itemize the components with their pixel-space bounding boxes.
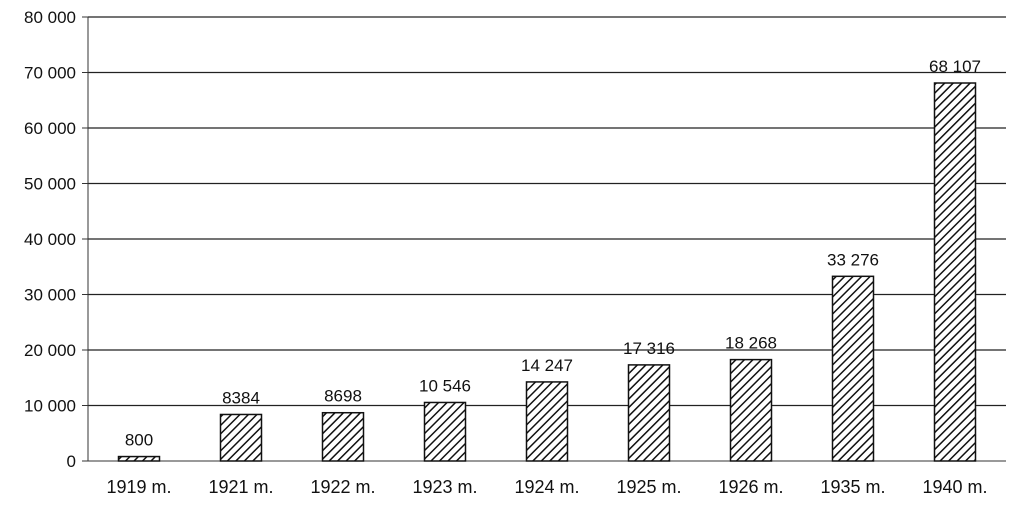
data-label: 18 268 — [725, 334, 777, 353]
bar — [933, 82, 977, 462]
data-label: 10 546 — [419, 376, 471, 395]
bar — [525, 381, 569, 462]
y-tick-label: 60 000 — [24, 119, 76, 138]
data-label: 14 247 — [521, 356, 573, 375]
x-tick-label: 1924 m. — [514, 477, 579, 497]
bar — [729, 358, 773, 462]
data-label: 8698 — [324, 387, 362, 406]
bar — [627, 364, 671, 462]
data-label: 800 — [125, 431, 153, 450]
labels: 0 10 000 20 000 30 000 40 000 50 000 60 000 70 … — [24, 8, 988, 497]
x-tick-label: 1923 m. — [412, 477, 477, 497]
y-tick-label: 10 000 — [24, 397, 76, 416]
y-tick-label: 50 000 — [24, 175, 76, 194]
x-tick-label: 1922 m. — [310, 477, 375, 497]
bar — [831, 275, 875, 462]
bar — [117, 455, 161, 462]
x-tick-label: 1926 m. — [718, 477, 783, 497]
data-label: 8384 — [222, 388, 260, 407]
bars — [117, 82, 977, 462]
x-tick-label: 1921 m. — [208, 477, 273, 497]
x-tick-label: 1925 m. — [616, 477, 681, 497]
x-tick-label: 1940 m. — [922, 477, 987, 497]
bar — [423, 401, 467, 462]
y-tick-label: 80 000 — [24, 8, 76, 27]
y-tick-label: 20 000 — [24, 341, 76, 360]
data-label: 17 316 — [623, 339, 675, 358]
gridlines — [88, 16, 1006, 407]
data-label: 68 107 — [929, 57, 981, 76]
y-tick-label: 40 000 — [24, 230, 76, 249]
bar — [321, 411, 365, 462]
y-tick-label: 70 000 — [24, 64, 76, 83]
x-tick-label: 1935 m. — [820, 477, 885, 497]
y-tick-label: 30 000 — [24, 286, 76, 305]
y-tick-label: 0 — [67, 452, 76, 471]
x-tick-label: 1919 m. — [106, 477, 171, 497]
data-label: 33 276 — [827, 250, 879, 269]
bar — [219, 413, 263, 462]
